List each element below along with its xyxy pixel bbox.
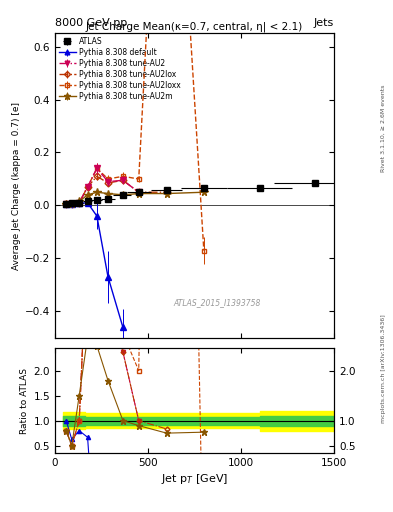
X-axis label: Jet p$_{T}$ [GeV]: Jet p$_{T}$ [GeV]: [161, 472, 228, 486]
Text: mcplots.cern.ch [arXiv:1306.3436]: mcplots.cern.ch [arXiv:1306.3436]: [381, 314, 386, 423]
Y-axis label: Average Jet Charge (kappa = 0.7) [e]: Average Jet Charge (kappa = 0.7) [e]: [12, 101, 21, 270]
Text: ATLAS_2015_I1393758: ATLAS_2015_I1393758: [173, 298, 261, 307]
Legend: ATLAS, Pythia 8.308 default, Pythia 8.308 tune-AU2, Pythia 8.308 tune-AU2lox, Py: ATLAS, Pythia 8.308 default, Pythia 8.30…: [57, 35, 182, 102]
Text: 8000 GeV pp: 8000 GeV pp: [55, 18, 127, 28]
Title: Jet Charge Mean(κ=0.7, central, η| < 2.1): Jet Charge Mean(κ=0.7, central, η| < 2.1…: [86, 21, 303, 32]
Text: Jets: Jets: [314, 18, 334, 28]
Y-axis label: Ratio to ATLAS: Ratio to ATLAS: [20, 368, 29, 434]
Text: Rivet 3.1.10, ≥ 2.6M events: Rivet 3.1.10, ≥ 2.6M events: [381, 84, 386, 172]
